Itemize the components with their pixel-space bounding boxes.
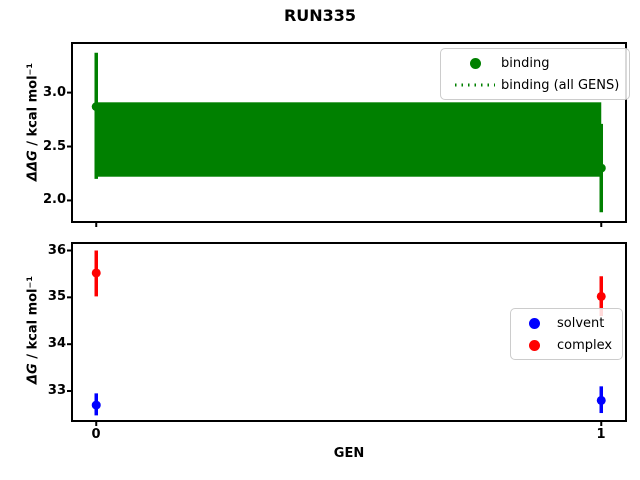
legend-top: binding binding (all GENS) — [440, 48, 631, 100]
plot-title: RUN335 — [283, 6, 357, 25]
legend-label: solvent — [557, 315, 605, 331]
y-tick-label: 36 — [47, 243, 66, 258]
top-y-axis-label-math: ΔΔG — [25, 150, 41, 182]
y-tick-label: 34 — [47, 336, 66, 351]
solvent-marker — [596, 395, 606, 405]
x-tick-label: 1 — [596, 427, 606, 442]
binding-marker — [91, 102, 101, 112]
top-y-axis-label: ΔΔG / kcal mol⁻¹ — [26, 63, 41, 181]
axes-spine — [71, 42, 627, 223]
solvent-marker-icon — [519, 317, 549, 329]
complex-marker-icon — [519, 339, 549, 351]
legend-item-binding: binding — [449, 52, 619, 74]
y-tick-label: 33 — [47, 383, 66, 398]
y-tick-label: 2.0 — [42, 192, 66, 207]
binding-marker — [596, 163, 606, 173]
axes-spine — [71, 242, 627, 422]
legend-item-complex: complex — [519, 334, 612, 356]
x-tick-label: 0 — [91, 427, 101, 442]
binding-marker-icon — [449, 57, 501, 69]
legend-label: binding (all GENS) — [501, 77, 620, 93]
legend-label: complex — [557, 337, 613, 353]
solvent-marker — [91, 400, 101, 410]
complex-marker — [596, 291, 606, 301]
legend-item-binding-all-gens: binding (all GENS) — [449, 74, 619, 96]
y-tick-label: 2.5 — [42, 139, 66, 154]
legend-label: binding — [501, 55, 550, 71]
y-tick-label: 35 — [47, 289, 66, 304]
legend-item-solvent: solvent — [519, 312, 612, 334]
legend-bottom: solvent complex — [510, 308, 624, 360]
y-tick-label: 3.0 — [42, 85, 66, 100]
top-y-axis-label-units: / kcal mol⁻¹ — [25, 62, 41, 151]
complex-marker — [91, 268, 101, 278]
x-axis-label: GEN — [333, 446, 365, 461]
dotted-line-icon — [449, 82, 501, 88]
bottom-y-axis-label-math: ΔG — [25, 363, 41, 385]
